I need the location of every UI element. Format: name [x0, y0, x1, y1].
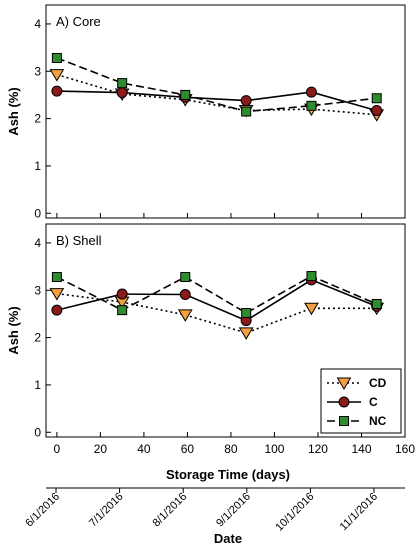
data-point-nc — [306, 100, 317, 111]
legend-label-c: C — [369, 395, 378, 409]
x-axis-title: Storage Time (days) — [166, 467, 290, 482]
legend: CD C NC — [320, 368, 402, 434]
series-line-cd — [56, 292, 377, 334]
date-tick-label: 7/1/2016 — [87, 491, 126, 530]
data-point-nc — [241, 307, 252, 318]
data-point-c — [51, 304, 63, 316]
data-point-cd — [49, 288, 65, 301]
date-tick-label: 9/1/2016 — [214, 491, 253, 530]
y-tick-label: 3 — [34, 64, 41, 78]
data-point-c — [179, 289, 191, 301]
data-point-nc — [51, 53, 62, 64]
y-tick-label: 4 — [34, 236, 41, 250]
data-point-c — [240, 95, 252, 107]
panel-core: A) Core 0 1 2 3 4 Ash (%) — [6, 4, 406, 220]
y-tick-label: 2 — [34, 331, 41, 345]
data-point-nc — [51, 272, 62, 283]
y-axis-title: Ash (%) — [6, 306, 21, 354]
data-point-nc — [117, 78, 128, 89]
series-line-nc — [56, 57, 377, 113]
panel-shell-title: B) Shell — [56, 233, 102, 248]
date-axis: 6/1/2016 7/1/2016 8/1/2016 9/1/2016 10/1/201… — [23, 487, 405, 534]
data-point-c — [116, 288, 128, 300]
plot-frame — [45, 4, 406, 219]
data-point-nc — [180, 89, 191, 100]
legend-marker-nc — [339, 416, 349, 426]
legend-marker-c — [338, 396, 350, 408]
x-tick-label: 140 — [351, 442, 371, 456]
legend-marker-cd — [336, 377, 352, 390]
date-tick-label: 6/1/2016 — [23, 491, 62, 530]
data-point-cd — [49, 69, 65, 82]
x-tick-label: 100 — [264, 442, 284, 456]
legend-label-nc: NC — [369, 414, 387, 428]
x-tick-label: 40 — [137, 442, 151, 456]
date-tick-label: 10/1/2016 — [273, 491, 316, 534]
data-point-nc — [180, 272, 191, 283]
legend-box — [320, 368, 402, 434]
data-point-cd — [304, 302, 319, 316]
y-axis-title: Ash (%) — [6, 87, 21, 135]
legend-label-cd: CD — [369, 376, 387, 390]
y-tick-label: 1 — [34, 378, 41, 392]
y-tick-label: 3 — [34, 283, 41, 297]
y-tick-label: 2 — [34, 112, 41, 126]
y-tick-label: 1 — [34, 159, 41, 173]
y-tick-label: 0 — [34, 425, 41, 439]
data-point-c — [116, 87, 128, 99]
y-tick-label: 0 — [34, 206, 41, 220]
date-axis-title: Date — [214, 531, 242, 546]
data-point-c — [305, 86, 317, 98]
x-tick-label: 20 — [94, 442, 108, 456]
x-tick-label: 80 — [224, 442, 238, 456]
data-point-cd — [238, 327, 254, 340]
data-point-nc — [371, 298, 382, 309]
data-point-nc — [306, 271, 317, 282]
series-line-nc — [56, 275, 378, 314]
x-tick-label: 60 — [181, 442, 195, 456]
date-tick-label: 11/1/2016 — [338, 491, 381, 534]
series-line-cd — [56, 73, 377, 116]
data-point-nc — [241, 106, 252, 117]
panel-core-title: A) Core — [56, 14, 101, 29]
data-point-c — [51, 85, 63, 97]
series-line-c — [56, 279, 378, 322]
data-point-nc — [371, 93, 382, 104]
y-tick-label: 4 — [34, 17, 41, 31]
data-point-c — [371, 105, 383, 117]
x-tick-label: 120 — [308, 442, 328, 456]
series-line-c — [56, 90, 377, 112]
data-point-cd — [177, 309, 193, 322]
plot-frame — [45, 223, 406, 438]
x-tick-label: 0 — [54, 442, 61, 456]
date-tick-label: 8/1/2016 — [151, 491, 190, 530]
data-point-nc — [117, 305, 128, 316]
x-tick-label: 160 — [395, 442, 415, 456]
